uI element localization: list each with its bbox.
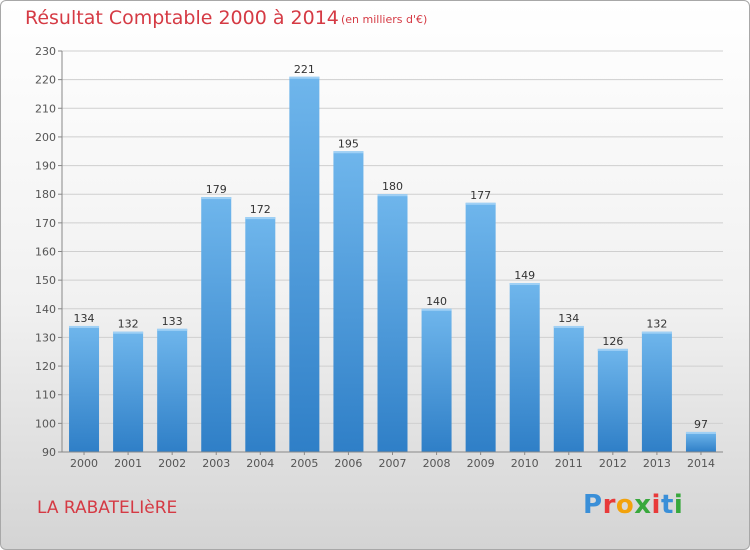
bar-highlight (245, 217, 276, 220)
y-tick-label: 230 (35, 45, 56, 58)
bar-highlight (421, 308, 452, 311)
data-label: 97 (694, 418, 708, 431)
bar (201, 197, 232, 452)
y-tick-label: 100 (35, 417, 56, 430)
bar (465, 202, 496, 452)
x-tick-label: 2004 (246, 457, 274, 470)
data-label: 172 (250, 203, 271, 216)
x-tick-label: 2006 (334, 457, 362, 470)
bar (641, 331, 672, 452)
logo-letter: i (673, 490, 684, 520)
y-tick-label: 200 (35, 131, 56, 144)
bar (553, 325, 584, 452)
chart-title: Résultat Comptable 2000 à 2014 (25, 7, 339, 29)
x-tick-label: 2014 (687, 457, 715, 470)
x-tick-label: 2007 (379, 457, 407, 470)
bar (597, 348, 628, 452)
bar (685, 431, 716, 452)
x-tick-label: 2005 (290, 457, 318, 470)
x-tick-label: 2011 (555, 457, 583, 470)
bar-highlight (685, 431, 716, 434)
data-label: 132 (118, 318, 139, 331)
bar (289, 76, 320, 453)
y-tick-label: 170 (35, 217, 56, 230)
logo-letter: r (602, 490, 616, 520)
proxiti-logo: Proxiti (583, 490, 683, 520)
bar (245, 217, 276, 452)
bar-highlight (333, 151, 364, 154)
x-tick-label: 2000 (70, 457, 98, 470)
bar-highlight (69, 325, 100, 328)
bar (421, 308, 452, 452)
y-tick-label: 160 (35, 246, 56, 259)
y-tick-label: 90 (42, 446, 56, 459)
data-label: 177 (470, 189, 491, 202)
bar-highlight (289, 76, 320, 79)
data-label: 126 (602, 335, 623, 348)
bar-highlight (157, 328, 188, 331)
bar-highlight (201, 197, 232, 200)
x-tick-label: 2010 (511, 457, 539, 470)
data-label: 134 (74, 312, 95, 325)
x-tick-label: 2013 (643, 457, 671, 470)
bar (113, 331, 144, 452)
bar-highlight (509, 283, 540, 286)
y-tick-label: 220 (35, 74, 56, 87)
y-tick-label: 180 (35, 188, 56, 201)
y-tick-label: 140 (35, 303, 56, 316)
x-tick-label: 2002 (158, 457, 186, 470)
data-label: 140 (426, 295, 447, 308)
commune-name: LA RABATELIèRE (37, 498, 178, 518)
data-label: 149 (514, 269, 535, 282)
data-label: 132 (646, 318, 667, 331)
y-tick-label: 150 (35, 274, 56, 287)
bar (157, 328, 188, 452)
x-tick-label: 2008 (423, 457, 451, 470)
x-tick-label: 2009 (467, 457, 495, 470)
logo-letter: o (615, 490, 635, 520)
bar-highlight (597, 348, 628, 351)
bar (69, 325, 100, 452)
data-label: 180 (382, 180, 403, 193)
y-tick-label: 190 (35, 160, 56, 173)
y-tick-label: 130 (35, 331, 56, 344)
bar-highlight (377, 194, 408, 197)
y-tick-label: 120 (35, 360, 56, 373)
x-tick-label: 2012 (599, 457, 627, 470)
data-label: 221 (294, 63, 315, 76)
data-label: 133 (162, 315, 183, 328)
y-tick-label: 210 (35, 102, 56, 115)
logo-letter: x (634, 490, 652, 520)
bar (377, 194, 408, 452)
logo-letter: i (651, 490, 661, 520)
data-label: 179 (206, 183, 227, 196)
bar-highlight (641, 331, 672, 334)
bar (509, 283, 540, 452)
bar-highlight (553, 325, 584, 328)
y-tick-label: 110 (35, 389, 56, 402)
bar-highlight (465, 202, 496, 205)
data-label: 134 (558, 312, 579, 325)
chart-subtitle: (en milliers d'€) (341, 13, 428, 26)
logo-letter: P (583, 490, 603, 520)
data-label: 195 (338, 137, 359, 150)
bar-highlight (113, 331, 144, 334)
logo-letter: t (660, 490, 674, 520)
x-tick-label: 2001 (114, 457, 142, 470)
x-tick-label: 2003 (202, 457, 230, 470)
bar (333, 151, 364, 452)
